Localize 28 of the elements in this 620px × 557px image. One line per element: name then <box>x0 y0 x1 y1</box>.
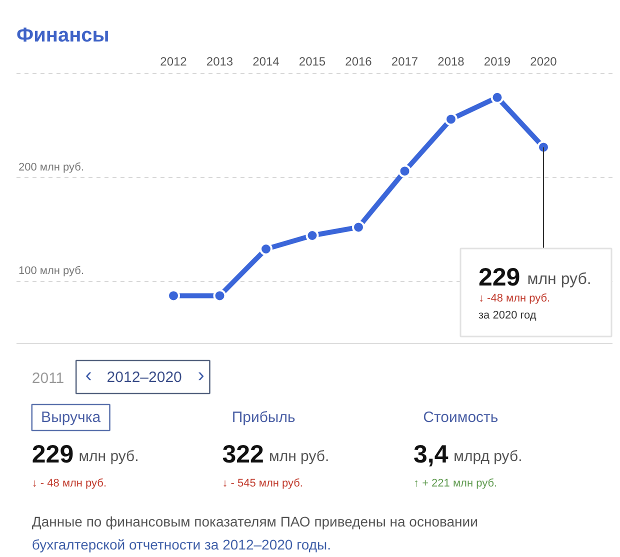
text: ‹ <box>85 364 92 386</box>
x-tick-label: 2016 <box>345 54 372 68</box>
text: › <box>198 364 204 386</box>
text: ↓ - 48 млн руб. <box>32 478 107 490</box>
text: Выручка <box>41 409 102 426</box>
x-tick-label: 2015 <box>298 54 326 68</box>
y-tick-label: 200 млн руб. <box>18 161 84 174</box>
annotation: 229 млн руб. ↓ -48 млн руб. за 2020 год <box>478 264 592 322</box>
chart-title: Финансы <box>16 24 110 46</box>
x-tick-label: 2014 <box>252 54 280 68</box>
text: Данные по финансовым показателям ПАО приведены на основании <box>32 514 478 530</box>
text: 2012–2020 <box>106 369 182 386</box>
text: ↑ + 221 млн руб. <box>414 478 498 490</box>
x-tick-label: 2012 <box>160 54 188 68</box>
x-tick-label: 2017 <box>391 54 418 68</box>
text: Прибыль <box>232 409 296 426</box>
text: 229 млн руб. <box>32 440 139 468</box>
x-tick-label: 2013 <box>206 54 234 68</box>
text: Стоимость <box>423 409 498 426</box>
text: 322 млн руб. <box>222 440 330 468</box>
x-tick-label: 2020 <box>530 54 558 68</box>
y-tick-label: 100 млн руб. <box>18 265 84 278</box>
text: ↓ - 545 млн руб. <box>222 478 303 490</box>
x-tick-label: 2019 <box>484 54 511 68</box>
text: бухгалтерской отчетности за 2012–2020 годы. <box>32 536 331 552</box>
text: 3,4 млрд руб. <box>414 440 522 468</box>
x-tick-label: 2018 <box>438 54 465 68</box>
text: 2011 <box>32 370 64 387</box>
